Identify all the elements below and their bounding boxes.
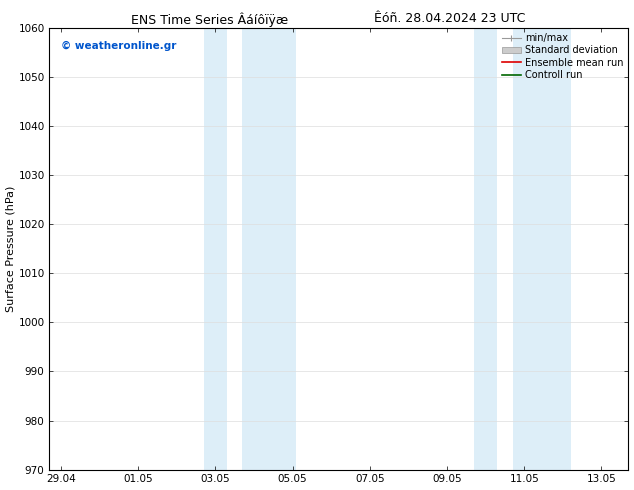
Text: ENS Time Series Âáíôïÿæ: ENS Time Series Âáíôïÿæ: [131, 12, 288, 27]
Bar: [513, 28, 571, 469]
Bar: [474, 28, 497, 469]
Y-axis label: Surface Pressure (hPa): Surface Pressure (hPa): [6, 186, 16, 312]
Legend: min/max, Standard deviation, Ensemble mean run, Controll run: min/max, Standard deviation, Ensemble me…: [500, 31, 626, 82]
Bar: [242, 28, 297, 469]
Text: © weatheronline.gr: © weatheronline.gr: [61, 42, 176, 51]
Bar: [204, 28, 227, 469]
Text: Êóñ. 28.04.2024 23 UTC: Êóñ. 28.04.2024 23 UTC: [375, 12, 526, 25]
